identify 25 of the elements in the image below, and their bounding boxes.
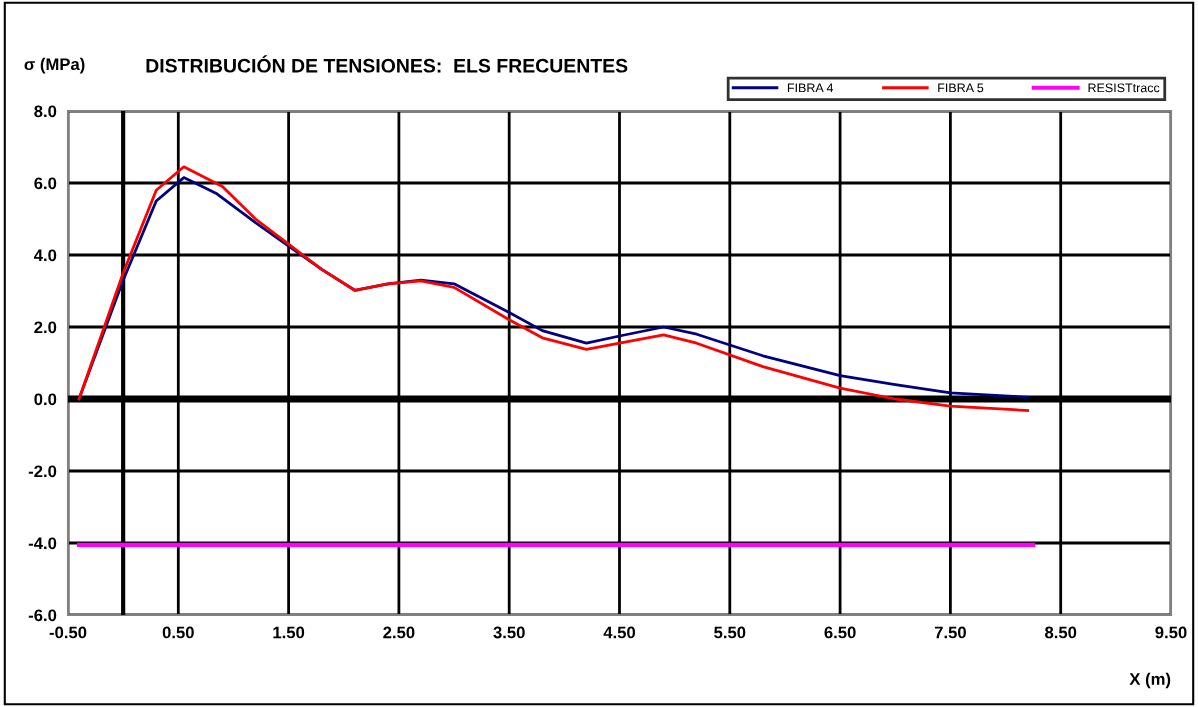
x-axis-title: X (m) (1129, 672, 1171, 689)
x-tick-label: 9.50 (1155, 626, 1187, 639)
x-tick-label: 7.50 (934, 626, 966, 639)
x-tick-label: -0.50 (49, 626, 87, 639)
x-tick-label: 1.50 (273, 626, 305, 639)
x-tick-label: 6.50 (824, 626, 856, 639)
y-tick-label: -4.0 (28, 537, 57, 550)
x-tick-label: 3.50 (493, 626, 525, 639)
y-axis-title: σ (MPa) (24, 57, 85, 74)
x-tick-label: 4.50 (603, 626, 636, 639)
x-tick-label: 0.50 (162, 626, 194, 639)
y-tick-label: 4.0 (33, 249, 57, 262)
legend-label: FIBRA 5 (938, 83, 984, 93)
legend-label: RESISTtracc (1088, 83, 1160, 93)
y-tick-label: 6.0 (34, 177, 57, 190)
x-tick-label: 8.50 (1045, 626, 1077, 639)
y-tick-label: 8.0 (34, 105, 57, 118)
legend-label: FIBRA 4 (787, 83, 834, 93)
y-tick-label: -2.0 (28, 465, 57, 478)
chart-title: DISTRIBUCIÓN DE TENSIONES: ELS FRECUENTES (146, 55, 628, 73)
y-tick-label: 2.0 (34, 321, 57, 334)
x-tick-label: 5.50 (714, 626, 746, 639)
x-tick-label: 2.50 (383, 626, 415, 639)
y-tick-label: -6.0 (28, 609, 57, 622)
y-tick-label: 0.0 (34, 393, 57, 406)
